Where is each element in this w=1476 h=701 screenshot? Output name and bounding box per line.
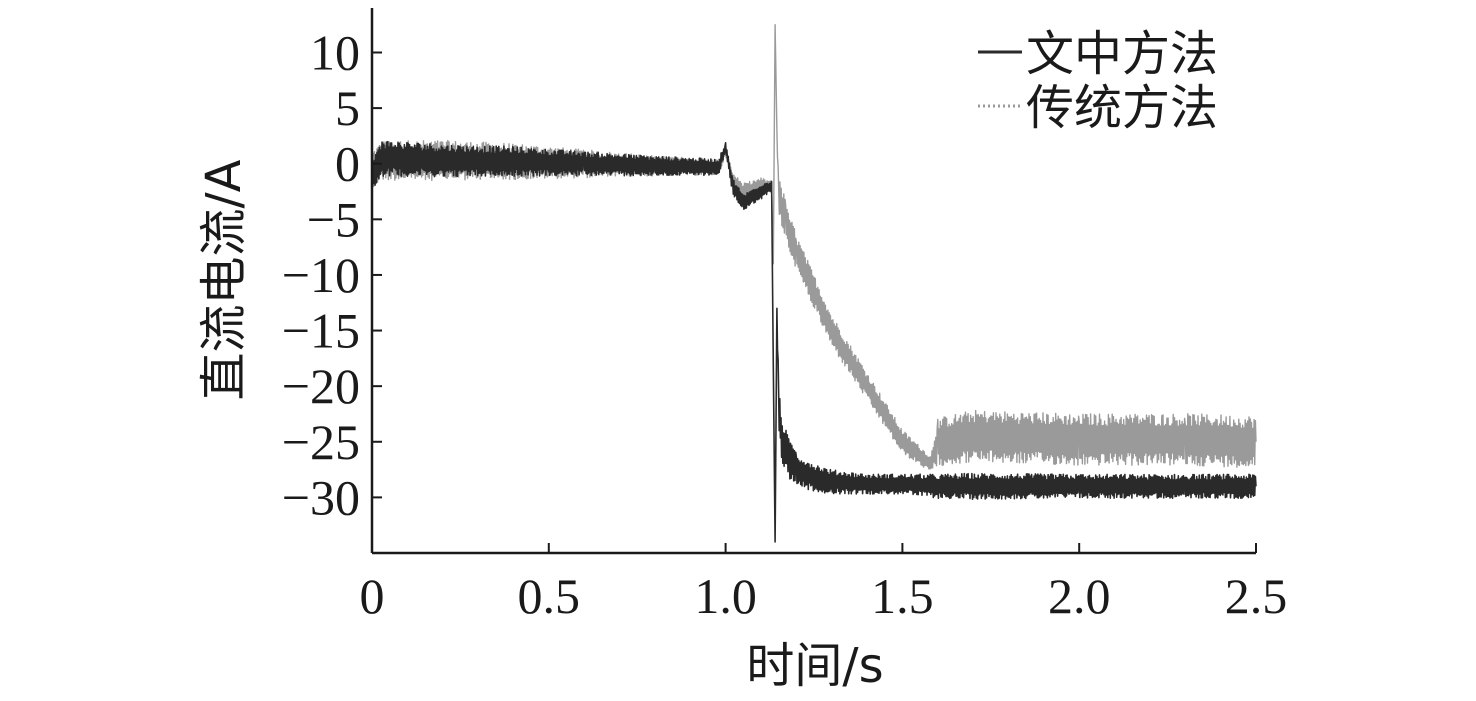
y-tick-label: −20 — [282, 358, 360, 414]
y-tick-label: 10 — [310, 24, 360, 80]
x-tick-label: 2.0 — [1048, 568, 1111, 624]
y-tick-label: 5 — [335, 80, 360, 136]
y-tick-label: −5 — [307, 191, 360, 247]
y-tick-label: −10 — [282, 247, 360, 303]
x-tick-label: 1.0 — [694, 568, 757, 624]
x-tick-label: 2.5 — [1225, 568, 1288, 624]
y-tick-label: 0 — [335, 136, 360, 192]
y-tick-label: −30 — [282, 469, 360, 525]
legend: 文中方法 传统方法 — [978, 26, 1218, 136]
y-tick-label: −25 — [282, 414, 360, 470]
series-line-1 — [371, 24, 1257, 470]
x-tick-label: 1.5 — [871, 568, 934, 624]
series-line-0 — [371, 140, 1257, 543]
x-tick-label: 0.5 — [518, 568, 581, 624]
y-axis-label: 直流电流/A — [196, 159, 252, 400]
x-axis-label: 时间/s — [746, 638, 883, 694]
x-tick-label: 0 — [360, 568, 385, 624]
y-tick-label: −15 — [282, 303, 360, 359]
x-axis-ticks: 0 0.5 1.0 1.5 2.0 2.5 — [360, 543, 1288, 624]
plot-lines — [371, 24, 1257, 543]
legend-label-series-0: 文中方法 — [1026, 26, 1218, 82]
legend-label-series-1: 传统方法 — [1026, 80, 1218, 136]
